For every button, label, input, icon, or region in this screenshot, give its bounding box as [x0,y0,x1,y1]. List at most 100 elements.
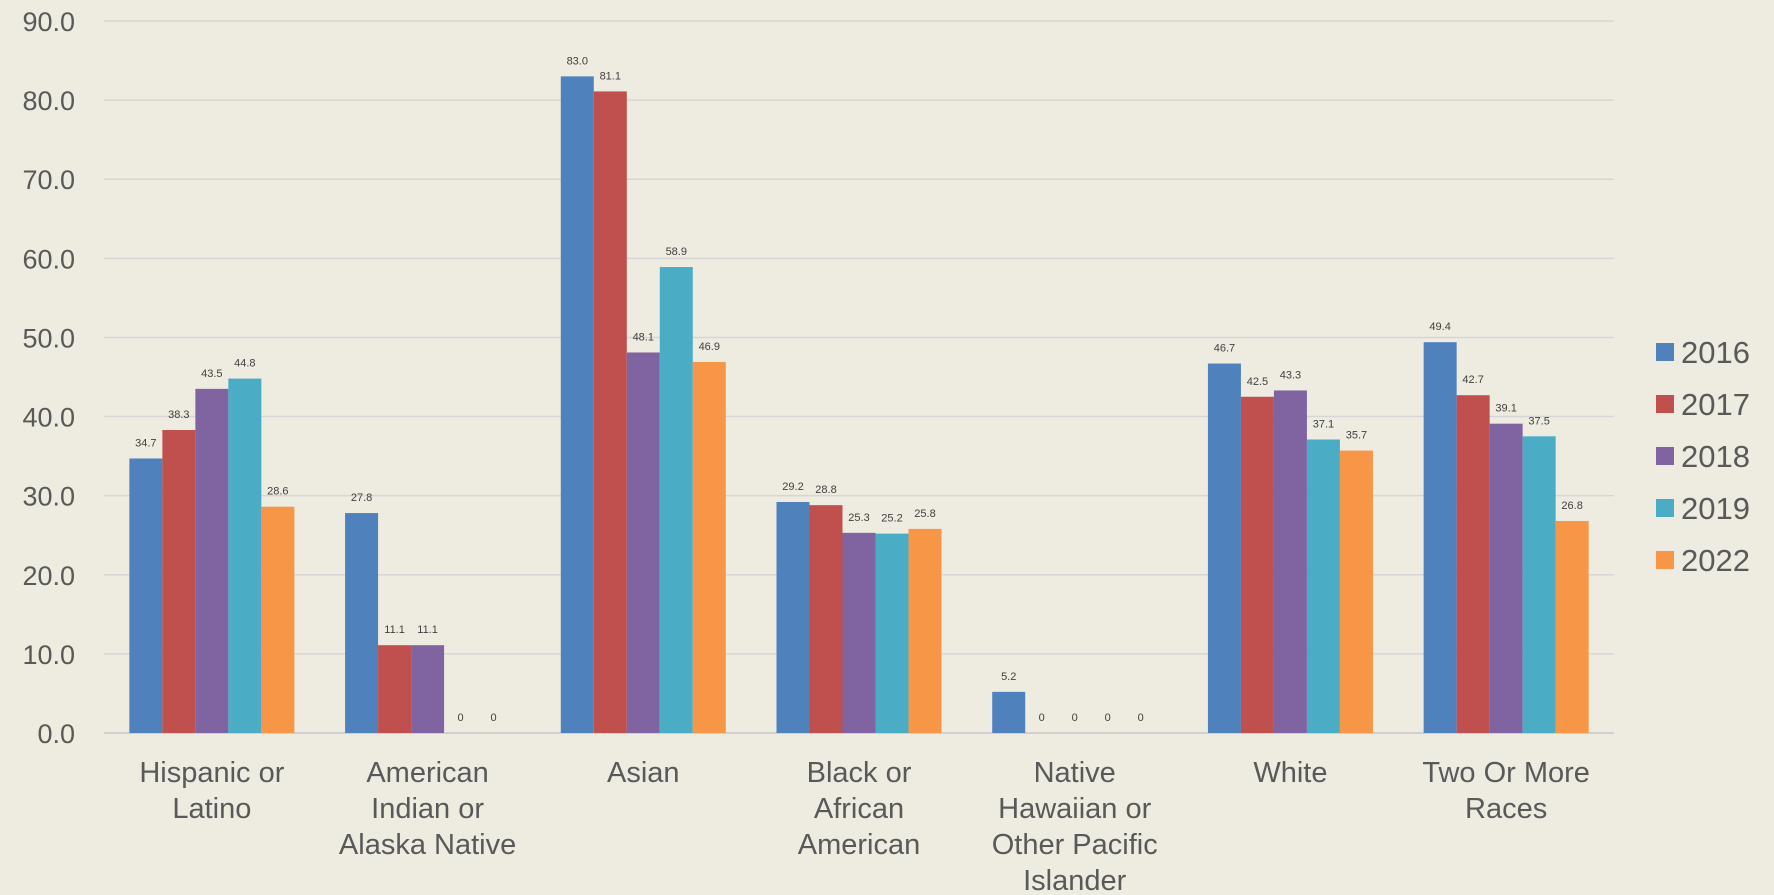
bar-2016-2 [560,76,594,733]
bar-2019-6 [1522,436,1556,733]
y-axis-tick-labels: 0.0 10.0 20.0 30.0 40.0 50.0 60.0 70.0 80.0 90.0 [22,7,75,749]
data-label: 27.8 [351,492,372,504]
legend-label: 2019 [1681,491,1750,526]
data-label: 25.3 [848,512,869,524]
data-label: 42.7 [1462,374,1483,386]
bar-series-group [129,76,1589,734]
x-category-label: Native Hawaiian or Other Pacific Islander [992,757,1158,895]
legend-swatch [1656,395,1674,413]
legend-swatch [1656,551,1674,569]
x-category-label: White [1253,757,1327,789]
data-label: 0 [1039,712,1045,724]
x-category-label-line: American [798,829,921,861]
x-category-label: Asian [607,757,680,789]
bar-2022-2 [692,361,726,733]
data-label: 29.2 [782,481,803,493]
legend-label: 2016 [1681,335,1750,370]
data-label: 25.8 [914,508,935,520]
bar-2017-1 [378,645,412,733]
x-category-label-line: Hispanic or [139,757,284,789]
x-category-label-line: African [814,793,904,825]
bar-2016-1 [345,513,379,733]
data-label: 48.1 [633,331,654,343]
bar-2017-2 [593,91,627,734]
y-tick-label: 10.0 [22,640,75,670]
data-label: 58.9 [666,246,687,258]
y-tick-label: 90.0 [22,7,75,37]
data-label: 37.1 [1313,418,1334,430]
bar-2018-2 [626,352,660,733]
legend-swatch [1656,343,1674,361]
data-label: 26.8 [1561,500,1582,512]
bar-2022-3 [908,528,942,733]
data-label: 34.7 [135,437,156,449]
x-category-label-line: Indian or [371,793,484,825]
bar-2016-3 [776,501,810,733]
bar-2019-2 [659,267,693,733]
y-tick-label: 0.0 [37,719,75,749]
bar-2017-3 [809,505,843,733]
data-label: 0 [458,712,464,724]
x-category-label-line: American [366,757,489,789]
x-category-label-line: Races [1465,793,1547,825]
x-category-label-line: Black or [807,757,912,789]
data-label: 0 [1105,712,1111,724]
data-labels: 34.7 38.3 43.5 44.8 28.6 27.8 11.1 11.1 0 0 83.0 81… [135,55,1583,724]
x-category-label: Hispanic or Latino [139,757,284,825]
y-tick-label: 70.0 [22,165,75,195]
x-category-label-line: Islander [1023,865,1127,895]
data-label: 44.8 [234,358,255,370]
x-category-label-line: Hawaiian or [998,793,1151,825]
bar-2019-5 [1306,439,1340,733]
x-category-label-line: Other Pacific [992,829,1158,861]
bar-2022-5 [1339,450,1373,733]
bar-2016-5 [1207,363,1241,733]
y-tick-label: 50.0 [22,323,75,353]
bar-2018-0 [195,388,229,733]
x-category-label: American Indian or Alaska Native [339,757,516,861]
data-label: 0 [1138,712,1144,724]
bar-2018-5 [1273,390,1307,733]
bar-2022-6 [1555,520,1589,733]
x-category-label: Black or African American [798,757,921,861]
y-tick-label: 40.0 [22,403,75,433]
y-tick-label: 20.0 [22,561,75,591]
bar-2022-0 [261,506,295,733]
x-category-label-line: Two Or More [1422,757,1590,789]
bar-2017-5 [1240,396,1274,733]
data-label: 28.8 [815,484,836,496]
bar-2016-4 [992,691,1026,733]
data-label: 46.9 [699,341,720,353]
data-label: 43.5 [201,368,222,380]
data-label: 35.7 [1346,430,1367,442]
x-category-label-line: Asian [607,757,680,789]
data-label: 43.3 [1280,369,1301,381]
data-label: 11.1 [384,624,405,636]
x-category-label-line: Alaska Native [339,829,516,861]
data-label: 25.2 [881,513,902,525]
data-label: 38.3 [168,409,189,421]
x-category-label-line: Latino [172,793,251,825]
data-label: 0 [1072,712,1078,724]
bar-2019-3 [875,533,909,733]
data-label: 11.1 [417,624,438,636]
data-label: 42.5 [1247,376,1268,388]
data-label: 37.5 [1528,415,1549,427]
data-label: 0 [491,712,497,724]
bar-2019-0 [228,378,262,733]
data-label: 5.2 [1001,671,1016,683]
bar-2016-6 [1423,342,1457,733]
x-category-label: Two Or More Races [1422,757,1590,825]
bar-2018-1 [411,645,445,733]
y-tick-label: 60.0 [22,244,75,274]
y-tick-label: 80.0 [22,86,75,116]
bar-2018-3 [842,532,876,733]
x-category-label-line: Native [1034,757,1116,789]
data-label: 39.1 [1495,403,1516,415]
legend-label: 2018 [1681,439,1750,474]
y-tick-label: 30.0 [22,482,75,512]
legend-swatch [1656,499,1674,517]
bar-2017-6 [1456,395,1490,733]
legend-swatch [1656,447,1674,465]
